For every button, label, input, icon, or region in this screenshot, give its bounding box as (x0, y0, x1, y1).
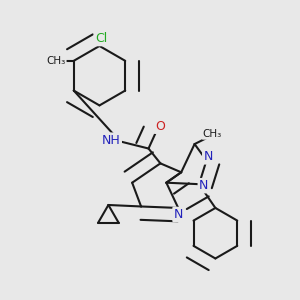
Text: N: N (199, 179, 208, 192)
Text: NH: NH (102, 134, 121, 147)
Text: CH₃: CH₃ (203, 129, 222, 139)
Text: N: N (203, 150, 213, 163)
Text: CH₃: CH₃ (46, 56, 65, 66)
Text: O: O (155, 120, 165, 133)
Text: Cl: Cl (95, 32, 107, 45)
Text: N: N (173, 208, 183, 221)
